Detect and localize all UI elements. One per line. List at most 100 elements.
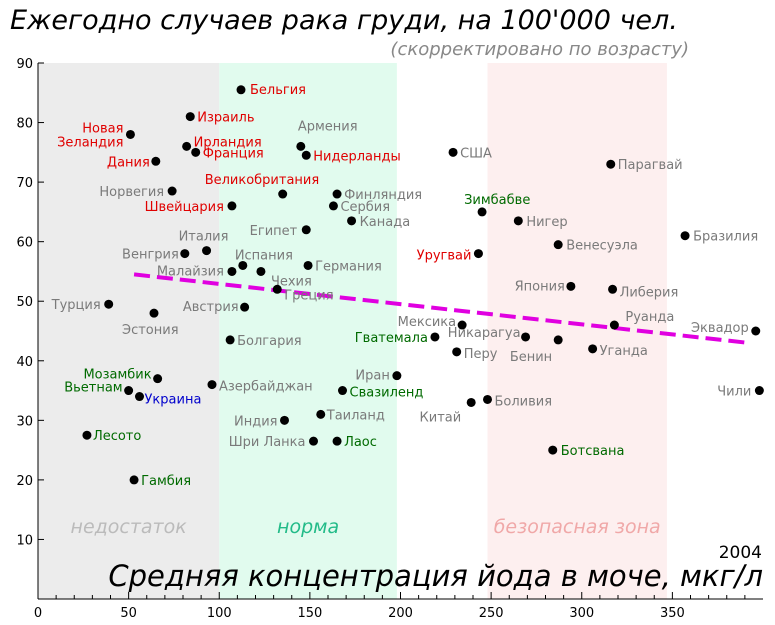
point-marker (588, 344, 598, 354)
data-point-парагвай: Парагвай (606, 158, 683, 173)
data-point-бразилия: Бразилия (680, 230, 758, 245)
point-marker (513, 216, 523, 226)
data-point-финляндия: Финляндия (332, 188, 422, 203)
data-point-сербия: Сербия (328, 200, 390, 215)
point-marker (338, 386, 347, 396)
point-marker (149, 308, 159, 318)
point-marker (466, 397, 476, 407)
point-marker (296, 141, 306, 151)
year-label: 2004 (719, 543, 762, 563)
data-point-никарагуа: Никарагуа (448, 326, 531, 342)
point-label: Индия (234, 414, 277, 429)
point-marker (303, 260, 313, 270)
point-marker (328, 201, 338, 211)
point-label: Мексика (398, 315, 456, 330)
point-label: Египет (250, 224, 298, 239)
data-point-германия: Германия (303, 259, 382, 274)
point-marker (185, 112, 195, 122)
data-point-эстония: Эстония (122, 308, 179, 338)
point-label: Великобритания (205, 173, 320, 188)
point-label: Шри Ланка (229, 435, 306, 450)
data-point-перу: Перу (452, 347, 498, 362)
point-marker (553, 240, 563, 250)
data-point-украина: Украина (135, 392, 201, 408)
point-marker (227, 266, 237, 276)
zone-band-0 (38, 63, 220, 599)
data-point-либерия: Либерия (608, 284, 678, 300)
data-point-италия: Италия (179, 230, 228, 256)
data-point-азербайджан: Азербайджан (207, 380, 313, 395)
point-marker (272, 284, 282, 294)
point-marker (316, 409, 326, 419)
data-point-ботсвана: Ботсвана (548, 444, 624, 459)
chart-title: Ежегодно случаев рака груди, на 100'000 … (10, 5, 678, 36)
data-point-франция: Франция (191, 146, 264, 161)
data-point-мозамбик: Мозамбик (83, 368, 163, 384)
y-tick-label: 80 (16, 117, 33, 132)
y-tick-label: 30 (16, 414, 33, 429)
point-label: Гватемала (355, 331, 428, 346)
point-label: Израиль (197, 111, 254, 126)
point-marker (278, 189, 288, 199)
data-point-шри-ланка: Шри Ланка (229, 435, 318, 450)
data-point-венгрия: Венгрия (122, 248, 190, 263)
data-point-канада: Канада (347, 215, 410, 230)
point-label: Чехия (271, 274, 312, 289)
point-label: Дания (107, 155, 150, 170)
point-label: США (460, 146, 492, 161)
point-label: Чили (717, 385, 751, 400)
point-label-line: Зеландия (57, 135, 123, 150)
data-point-дания: Дания (107, 155, 161, 170)
point-label: Венесуэла (566, 239, 638, 254)
point-label-line: Новая (82, 121, 123, 136)
point-label: Уганда (600, 344, 648, 359)
point-marker (125, 129, 135, 139)
point-label: Франция (203, 146, 264, 161)
zone-label-2: безопасная зона (494, 516, 661, 538)
point-marker (151, 156, 161, 166)
data-point-нигер: Нигер (513, 215, 568, 230)
point-label: Гамбия (141, 474, 191, 489)
point-marker (473, 249, 483, 259)
data-point-лесото: Лесото (82, 429, 141, 444)
data-point-новая-зеландия: Новая Зеландия (57, 121, 135, 150)
zone-label-1: норма (277, 516, 339, 538)
point-label: Мозамбик (83, 368, 151, 383)
point-marker (202, 246, 212, 256)
point-label: Финляндия (344, 188, 422, 203)
data-point-швейцария: Швейцария (145, 200, 237, 215)
data-point-гватемала: Гватемала (355, 331, 440, 346)
point-marker (227, 201, 237, 211)
point-marker (609, 320, 619, 330)
point-label: Парагвай (618, 158, 683, 173)
point-marker (452, 347, 462, 357)
data-point-мексика: Мексика (398, 315, 467, 330)
point-marker (347, 216, 357, 226)
point-marker (182, 141, 192, 151)
point-marker (129, 475, 139, 485)
point-label: Эстония (122, 323, 179, 338)
data-point-египет: Египет (250, 224, 311, 239)
point-marker (751, 326, 761, 336)
x-tick-label: 300 (569, 606, 594, 621)
data-point-нидерланды: Нидерланды (301, 149, 401, 164)
point-label: Малайзия (157, 264, 224, 279)
point-label: Греция (284, 288, 333, 303)
point-label: Новая Зеландия (57, 121, 123, 150)
point-marker (477, 207, 487, 217)
chart-subtitle: (скорректировано по возрасту) (390, 39, 689, 60)
data-point-сша: США (448, 146, 492, 161)
y-tick-label: 70 (16, 176, 33, 191)
point-label: Канада (360, 215, 411, 230)
point-label: Лаос (344, 435, 377, 450)
data-point-чехия: Чехия (256, 266, 312, 289)
point-marker (483, 394, 492, 404)
point-marker (104, 299, 114, 309)
point-marker (191, 147, 201, 157)
y-tick-label: 40 (16, 355, 33, 370)
data-point-норвегия: Норвегия (99, 185, 177, 200)
point-marker (135, 392, 144, 402)
point-label: Таиланд (326, 408, 385, 423)
point-marker (256, 266, 266, 276)
data-point-япония: Япония (515, 279, 576, 294)
